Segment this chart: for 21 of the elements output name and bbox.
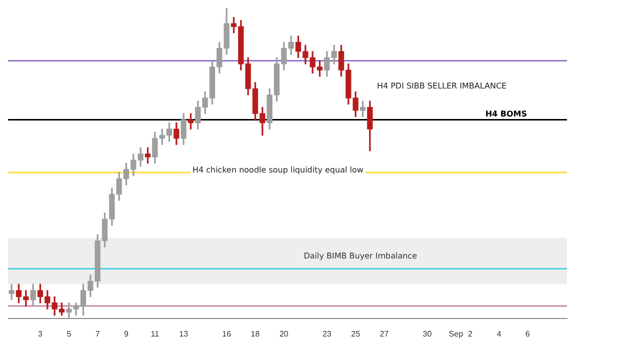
ref-line-label: H4 BOMS (485, 110, 528, 119)
x-tick-label: Sep (448, 329, 464, 338)
x-tick-label: 27 (380, 329, 390, 338)
x-tick-label: 5 (66, 329, 72, 338)
x-tick-label: 11 (150, 329, 160, 338)
x-tick-label: 9 (124, 329, 130, 338)
x-tick-label: 2 (468, 329, 474, 338)
annotation: H4 chicken noodle soup liquidity equal low (192, 166, 364, 175)
x-tick-label: 23 (322, 329, 332, 338)
x-tick-label: 16 (222, 329, 232, 338)
x-tick-label: 18 (250, 329, 260, 338)
x-tick-label: 6 (525, 329, 530, 338)
x-tick-label: 30 (422, 329, 432, 338)
x-tick-label: 25 (351, 329, 361, 338)
x-tick-label: 13 (179, 329, 189, 338)
annotation: H4 PDI SIBB SELLER IMBALANCE (376, 82, 507, 91)
x-tick-label: 20 (279, 329, 289, 338)
x-tick-label: 7 (95, 329, 100, 338)
x-tick-label: 4 (496, 329, 502, 338)
x-tick-label: 3 (38, 329, 44, 338)
band-label: Daily BIMB Buyer Imbalance (304, 251, 418, 260)
